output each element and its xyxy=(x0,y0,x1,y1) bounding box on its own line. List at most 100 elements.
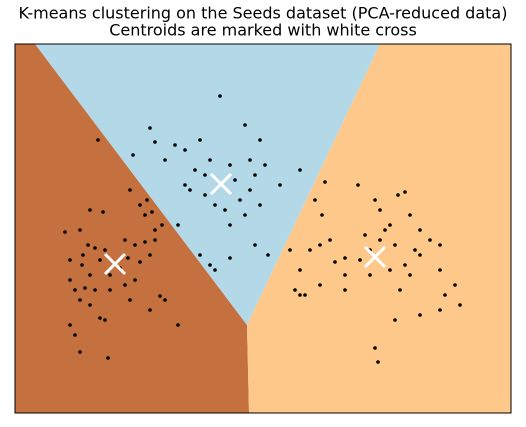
data-point xyxy=(418,228,422,232)
data-point xyxy=(438,308,442,312)
chart-subtitle: Centroids are marked with white cross xyxy=(109,21,417,40)
data-point xyxy=(253,173,257,177)
data-point xyxy=(238,198,242,202)
data-point xyxy=(188,188,192,192)
data-point xyxy=(288,248,292,252)
data-point xyxy=(233,178,237,182)
data-point xyxy=(453,283,457,287)
data-point xyxy=(88,273,92,277)
data-point xyxy=(208,158,212,162)
data-point xyxy=(243,213,247,217)
data-point xyxy=(398,288,402,292)
data-point xyxy=(356,183,360,187)
data-point xyxy=(163,158,167,162)
cluster-region xyxy=(35,44,380,325)
data-point xyxy=(343,256,347,260)
data-point xyxy=(103,318,107,322)
data-point xyxy=(103,248,107,252)
data-point xyxy=(148,308,152,312)
data-point xyxy=(183,183,187,187)
data-point xyxy=(78,228,82,232)
data-point xyxy=(396,193,400,197)
data-point xyxy=(63,230,67,234)
data-point xyxy=(228,223,232,227)
data-point xyxy=(138,260,142,264)
data-point xyxy=(98,258,102,262)
data-point xyxy=(83,286,87,290)
data-point xyxy=(333,260,337,264)
cluster-region xyxy=(247,44,511,413)
data-point xyxy=(298,268,302,272)
data-point xyxy=(293,288,297,292)
data-point xyxy=(176,223,180,227)
data-point xyxy=(248,158,252,162)
data-point xyxy=(173,143,177,147)
data-point xyxy=(128,298,132,302)
data-point xyxy=(153,140,157,144)
data-point xyxy=(383,228,387,232)
centroid-stroke xyxy=(103,252,127,276)
data-point xyxy=(93,288,97,292)
data-point xyxy=(150,210,154,214)
data-point xyxy=(108,273,112,277)
data-point xyxy=(193,168,197,172)
data-point xyxy=(96,138,100,142)
data-point xyxy=(388,268,392,272)
data-point xyxy=(78,350,82,354)
data-point xyxy=(106,356,110,360)
data-point xyxy=(203,193,207,197)
data-point xyxy=(438,268,442,272)
data-point xyxy=(138,203,142,207)
data-point xyxy=(218,94,222,98)
data-point xyxy=(358,258,362,262)
data-point xyxy=(266,253,270,257)
data-point xyxy=(101,210,105,214)
cluster-region xyxy=(15,44,249,413)
data-point xyxy=(458,303,462,307)
data-point xyxy=(408,213,412,217)
data-point xyxy=(253,243,257,247)
data-point xyxy=(158,294,162,298)
data-point xyxy=(128,188,132,192)
data-point xyxy=(373,198,377,202)
data-point xyxy=(373,346,377,350)
data-point xyxy=(258,138,262,142)
data-point xyxy=(343,288,347,292)
data-point xyxy=(208,263,212,267)
data-point xyxy=(198,138,202,142)
data-point xyxy=(213,203,217,207)
data-point xyxy=(318,243,322,247)
centroid-stroke xyxy=(209,172,233,196)
data-point xyxy=(78,298,82,302)
data-point xyxy=(163,298,167,302)
centroid xyxy=(363,245,387,269)
data-point xyxy=(153,238,157,242)
data-point xyxy=(68,278,72,282)
data-point xyxy=(203,173,207,177)
data-point xyxy=(80,263,84,267)
data-point xyxy=(148,253,152,257)
data-point xyxy=(428,238,432,242)
data-point xyxy=(438,243,442,247)
data-point xyxy=(376,360,380,364)
centroid-stroke xyxy=(363,245,387,269)
data-point xyxy=(368,273,372,277)
data-point xyxy=(228,163,232,167)
data-point xyxy=(143,213,147,217)
data-point xyxy=(308,248,312,252)
data-point xyxy=(263,163,267,167)
data-point xyxy=(143,240,147,244)
data-point xyxy=(363,233,367,237)
centroid xyxy=(209,172,233,196)
data-point xyxy=(228,256,232,260)
data-point xyxy=(243,123,247,127)
data-point xyxy=(418,313,422,317)
data-point xyxy=(123,238,127,242)
data-point xyxy=(73,333,77,337)
data-point xyxy=(393,318,397,322)
data-point xyxy=(298,168,302,172)
chart-title: K-means clustering on the Seeds dataset … xyxy=(19,4,508,23)
data-point xyxy=(388,223,392,227)
data-point xyxy=(248,188,252,192)
data-point xyxy=(81,253,85,257)
